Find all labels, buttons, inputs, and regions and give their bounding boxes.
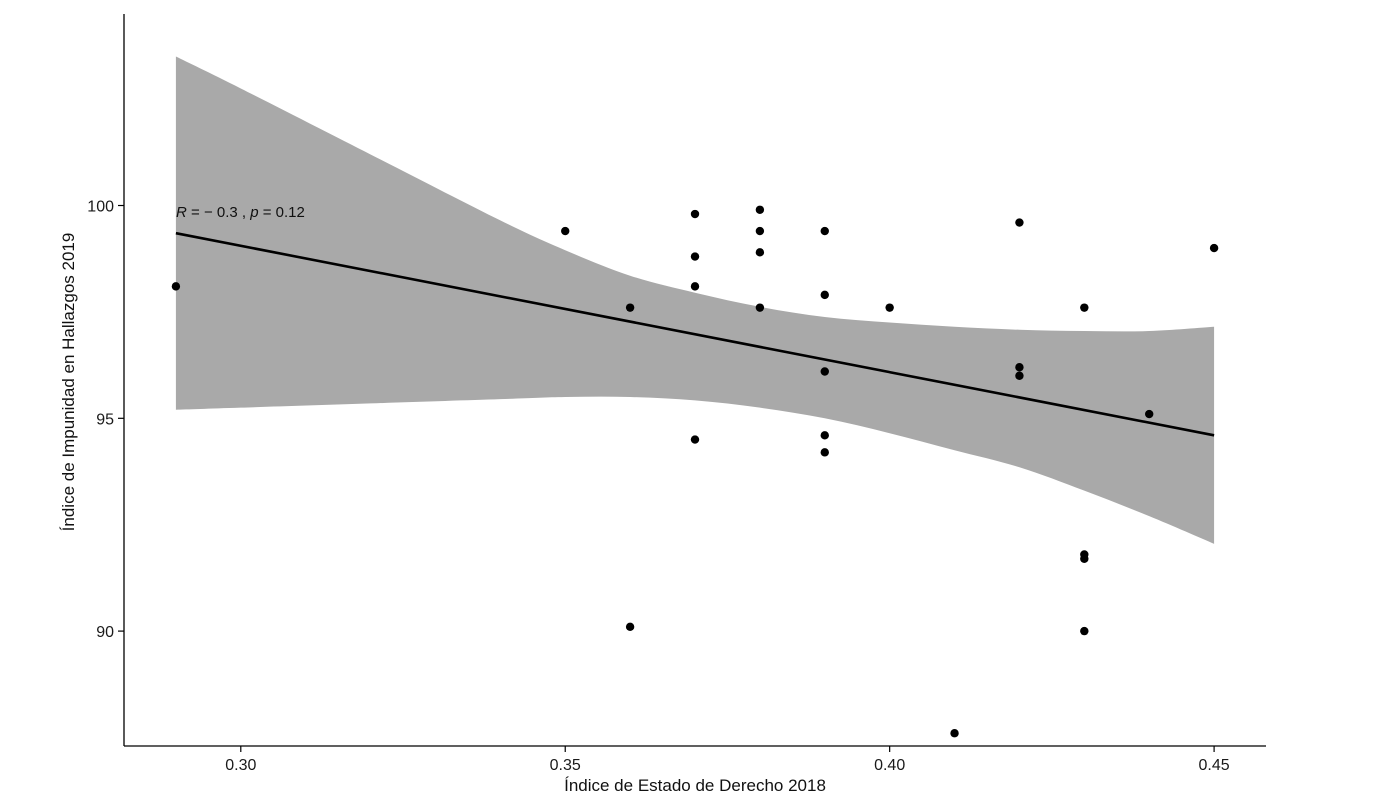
- data-point: [1015, 371, 1024, 380]
- data-point: [1080, 303, 1089, 312]
- data-point: [820, 367, 829, 376]
- x-tick-label: 0.45: [1199, 757, 1230, 774]
- data-point: [820, 226, 829, 236]
- data-point: [820, 448, 829, 457]
- fit-line-layer: [175, 231, 1215, 437]
- data-point: [950, 729, 959, 738]
- data-point: [561, 226, 570, 236]
- x-tick-label: 0.30: [225, 757, 256, 774]
- p-label: p: [249, 204, 258, 221]
- data-point: [690, 282, 700, 291]
- data-point: [755, 248, 765, 257]
- data-point: [690, 252, 700, 261]
- data-points-layer: [171, 205, 1219, 738]
- data-point: [1209, 243, 1219, 253]
- data-point: [1145, 409, 1154, 419]
- y-axis-title: Índice de Impunidad en Hallazgos 2019: [59, 233, 78, 532]
- r-value: = − 0.3 ,: [187, 204, 250, 221]
- r-label: R: [176, 204, 187, 221]
- data-point: [625, 622, 635, 632]
- data-point: [1015, 363, 1024, 372]
- data-point: [820, 290, 829, 300]
- data-point: [171, 282, 181, 291]
- data-point: [755, 303, 765, 312]
- data-point: [820, 431, 829, 440]
- x-tick-label: 0.40: [874, 757, 905, 774]
- x-tick-label: 0.35: [550, 757, 581, 774]
- axes-layer: 0.30 0.35 0.40 0.45 90 95 100: [87, 14, 1266, 774]
- confidence-band-layer: [175, 56, 1215, 544]
- x-axis-title: Índice de Estado de Derecho 2018: [564, 776, 826, 795]
- data-point: [625, 303, 635, 312]
- data-point: [1080, 554, 1089, 563]
- data-point: [690, 435, 700, 444]
- data-point: [690, 209, 700, 219]
- data-point: [755, 226, 765, 236]
- y-tick-label: 100: [87, 199, 114, 216]
- correlation-annotation: R = − 0.3 , p = 0.12: [176, 204, 305, 221]
- data-point: [1080, 626, 1089, 636]
- p-value: = 0.12: [259, 204, 305, 221]
- data-point: [755, 205, 765, 214]
- y-tick-label: 95: [96, 411, 114, 428]
- y-tick-label: 90: [96, 624, 114, 641]
- data-point: [885, 303, 894, 312]
- regression-line: [175, 231, 1215, 437]
- confidence-band: [175, 56, 1215, 544]
- data-point: [1015, 218, 1024, 227]
